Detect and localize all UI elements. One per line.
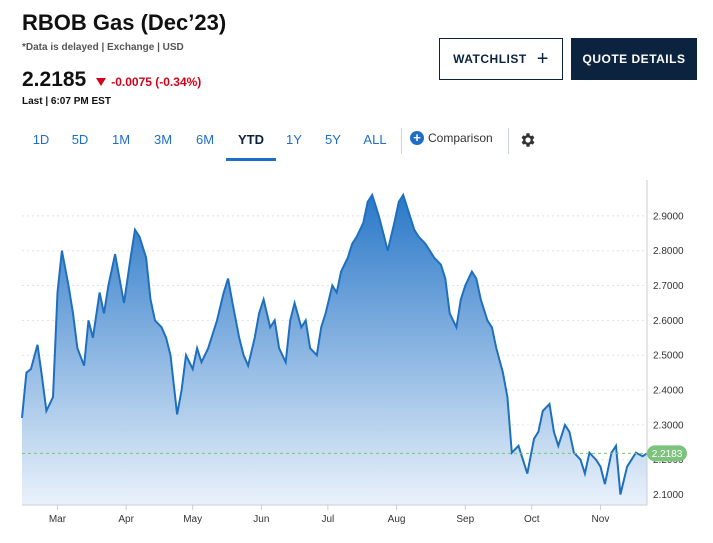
x-tick-label: Jul <box>321 514 334 525</box>
current-value-tag: 2.2183 <box>22 445 687 462</box>
current-value-label: 2.2183 <box>652 449 683 460</box>
tab-3m[interactable]: 3M <box>153 132 173 147</box>
y-tick-label: 2.1000 <box>653 490 684 501</box>
tab-ytd[interactable]: YTD <box>226 126 276 161</box>
y-tick-label: 2.3000 <box>653 420 684 431</box>
quote-details-button[interactable]: QUOTE DETAILS <box>571 38 697 80</box>
x-tick-label: Oct <box>524 514 540 525</box>
x-axis: Mar Apr May Jun Jul Aug Sep Oct Nov <box>49 505 610 525</box>
x-tick-label: Nov <box>592 514 610 525</box>
x-tick-label: Apr <box>118 514 134 525</box>
last-price: 2.2185 <box>22 68 87 91</box>
plus-icon: + <box>536 48 549 70</box>
tab-6m[interactable]: 6M <box>195 132 215 147</box>
tab-5d[interactable]: 5D <box>71 132 89 147</box>
watchlist-label: WATCHLIST <box>453 52 527 66</box>
price-row: 2.2185 -0.0075 (-0.34%) <box>22 68 201 92</box>
price-change-value: -0.0075 (-0.34%) <box>111 75 202 89</box>
tab-5y[interactable]: 5Y <box>325 132 341 147</box>
tab-1y[interactable]: 1Y <box>286 132 302 147</box>
last-update-time: Last | 6:07 PM EST <box>22 96 111 107</box>
watchlist-button[interactable]: WATCHLIST + <box>439 38 563 80</box>
down-triangle-icon <box>96 78 107 86</box>
y-tick-label: 2.8000 <box>653 246 684 257</box>
tab-all[interactable]: ALL <box>363 132 387 147</box>
y-tick-label: 2.9000 <box>653 211 684 222</box>
current-value-badge <box>647 445 687 462</box>
y-tick-label: 2.7000 <box>653 281 684 292</box>
x-tick-label: Aug <box>388 514 406 525</box>
price-line <box>21 192 648 495</box>
plus-circle-icon: + <box>410 131 424 145</box>
tab-1d[interactable]: 1D <box>32 132 50 147</box>
comparison-label: Comparison <box>428 131 493 145</box>
x-tick-label: Mar <box>49 514 67 525</box>
data-delay-note: *Data is delayed | Exchange | USD <box>22 42 184 53</box>
price-area <box>22 195 647 505</box>
comparison-button[interactable]: + Comparison <box>410 131 493 145</box>
price-change: -0.0075 (-0.34%) <box>96 75 201 89</box>
y-tick-label: 2.6000 <box>653 316 684 327</box>
page-title: RBOB Gas (Dec’23) <box>22 10 227 35</box>
x-tick-label: Jun <box>253 514 269 525</box>
x-tick-label: May <box>183 514 202 525</box>
quote-details-label: QUOTE DETAILS <box>582 52 686 66</box>
settings-divider <box>508 128 509 154</box>
price-chart[interactable]: 2.10002.20002.30002.40002.50002.60002.70… <box>0 180 713 530</box>
gear-icon[interactable] <box>519 131 537 149</box>
y-tick-label: 2.5000 <box>653 351 684 362</box>
tab-divider <box>401 128 402 154</box>
range-tabs: 1D 5D 1M 3M 6M YTD 1Y 5Y ALL <box>22 126 396 161</box>
tab-1m[interactable]: 1M <box>111 132 131 147</box>
x-tick-label: Sep <box>456 514 474 525</box>
y-tick-label: 2.4000 <box>653 386 684 397</box>
